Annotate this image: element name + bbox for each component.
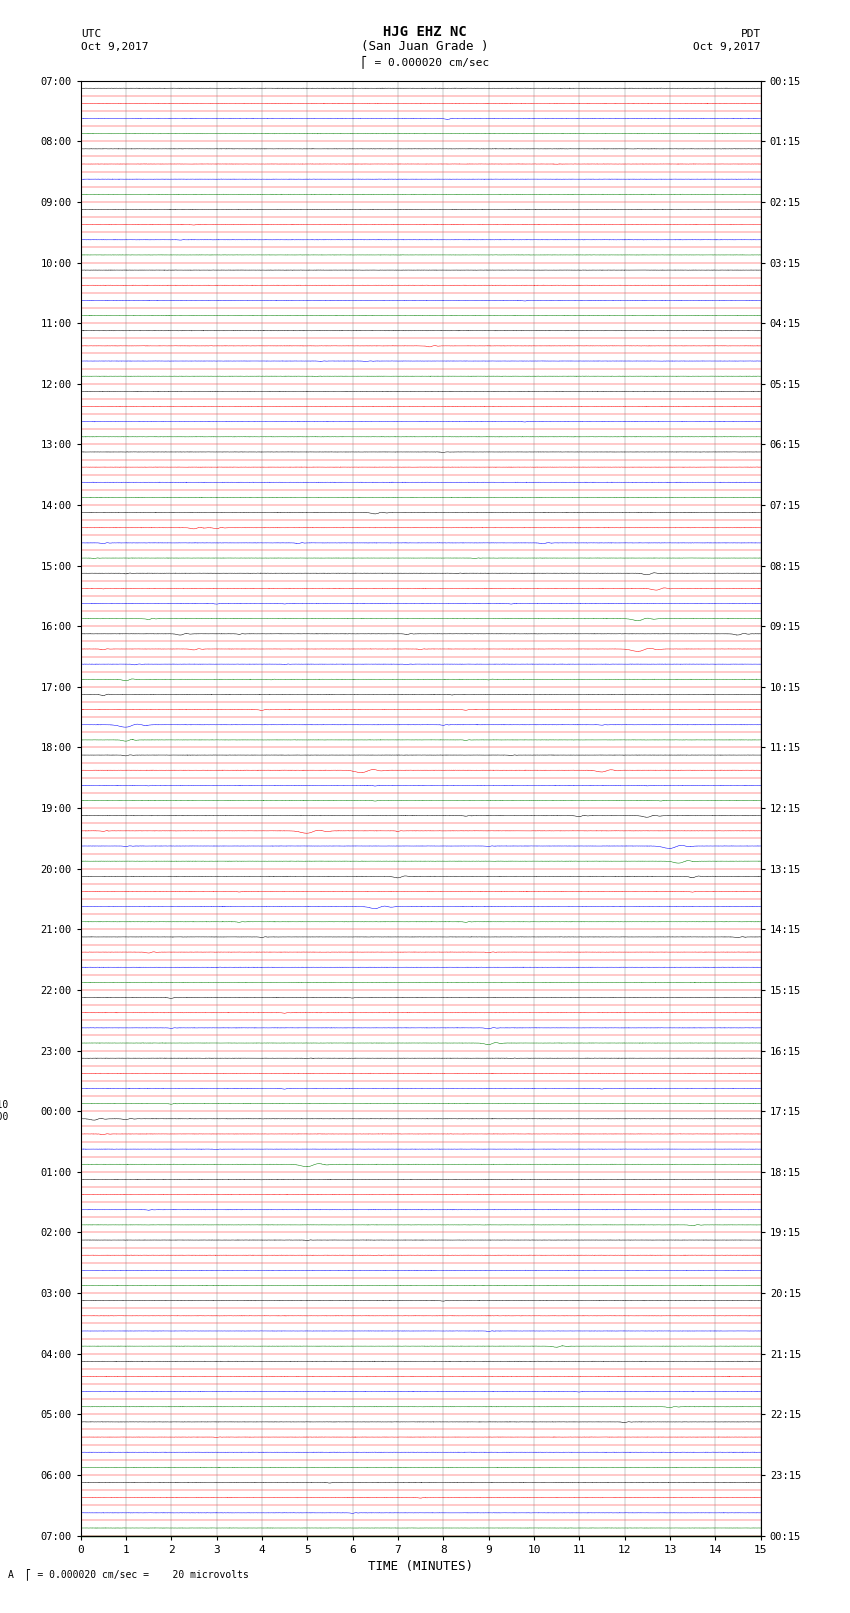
Text: ⎡ = 0.000020 cm/sec: ⎡ = 0.000020 cm/sec (361, 55, 489, 68)
Text: UTC: UTC (81, 29, 101, 39)
Text: A  ⎡ = 0.000020 cm/sec =    20 microvolts: A ⎡ = 0.000020 cm/sec = 20 microvolts (8, 1568, 249, 1581)
Text: Oct 9,2017: Oct 9,2017 (694, 42, 761, 52)
Text: HJG EHZ NC: HJG EHZ NC (383, 24, 467, 39)
Text: (San Juan Grade ): (San Juan Grade ) (361, 40, 489, 53)
X-axis label: TIME (MINUTES): TIME (MINUTES) (368, 1560, 473, 1573)
Text: Oct 9,2017: Oct 9,2017 (81, 42, 148, 52)
Text: Oct 10
00:00: Oct 10 00:00 (0, 1100, 8, 1123)
Text: PDT: PDT (740, 29, 761, 39)
